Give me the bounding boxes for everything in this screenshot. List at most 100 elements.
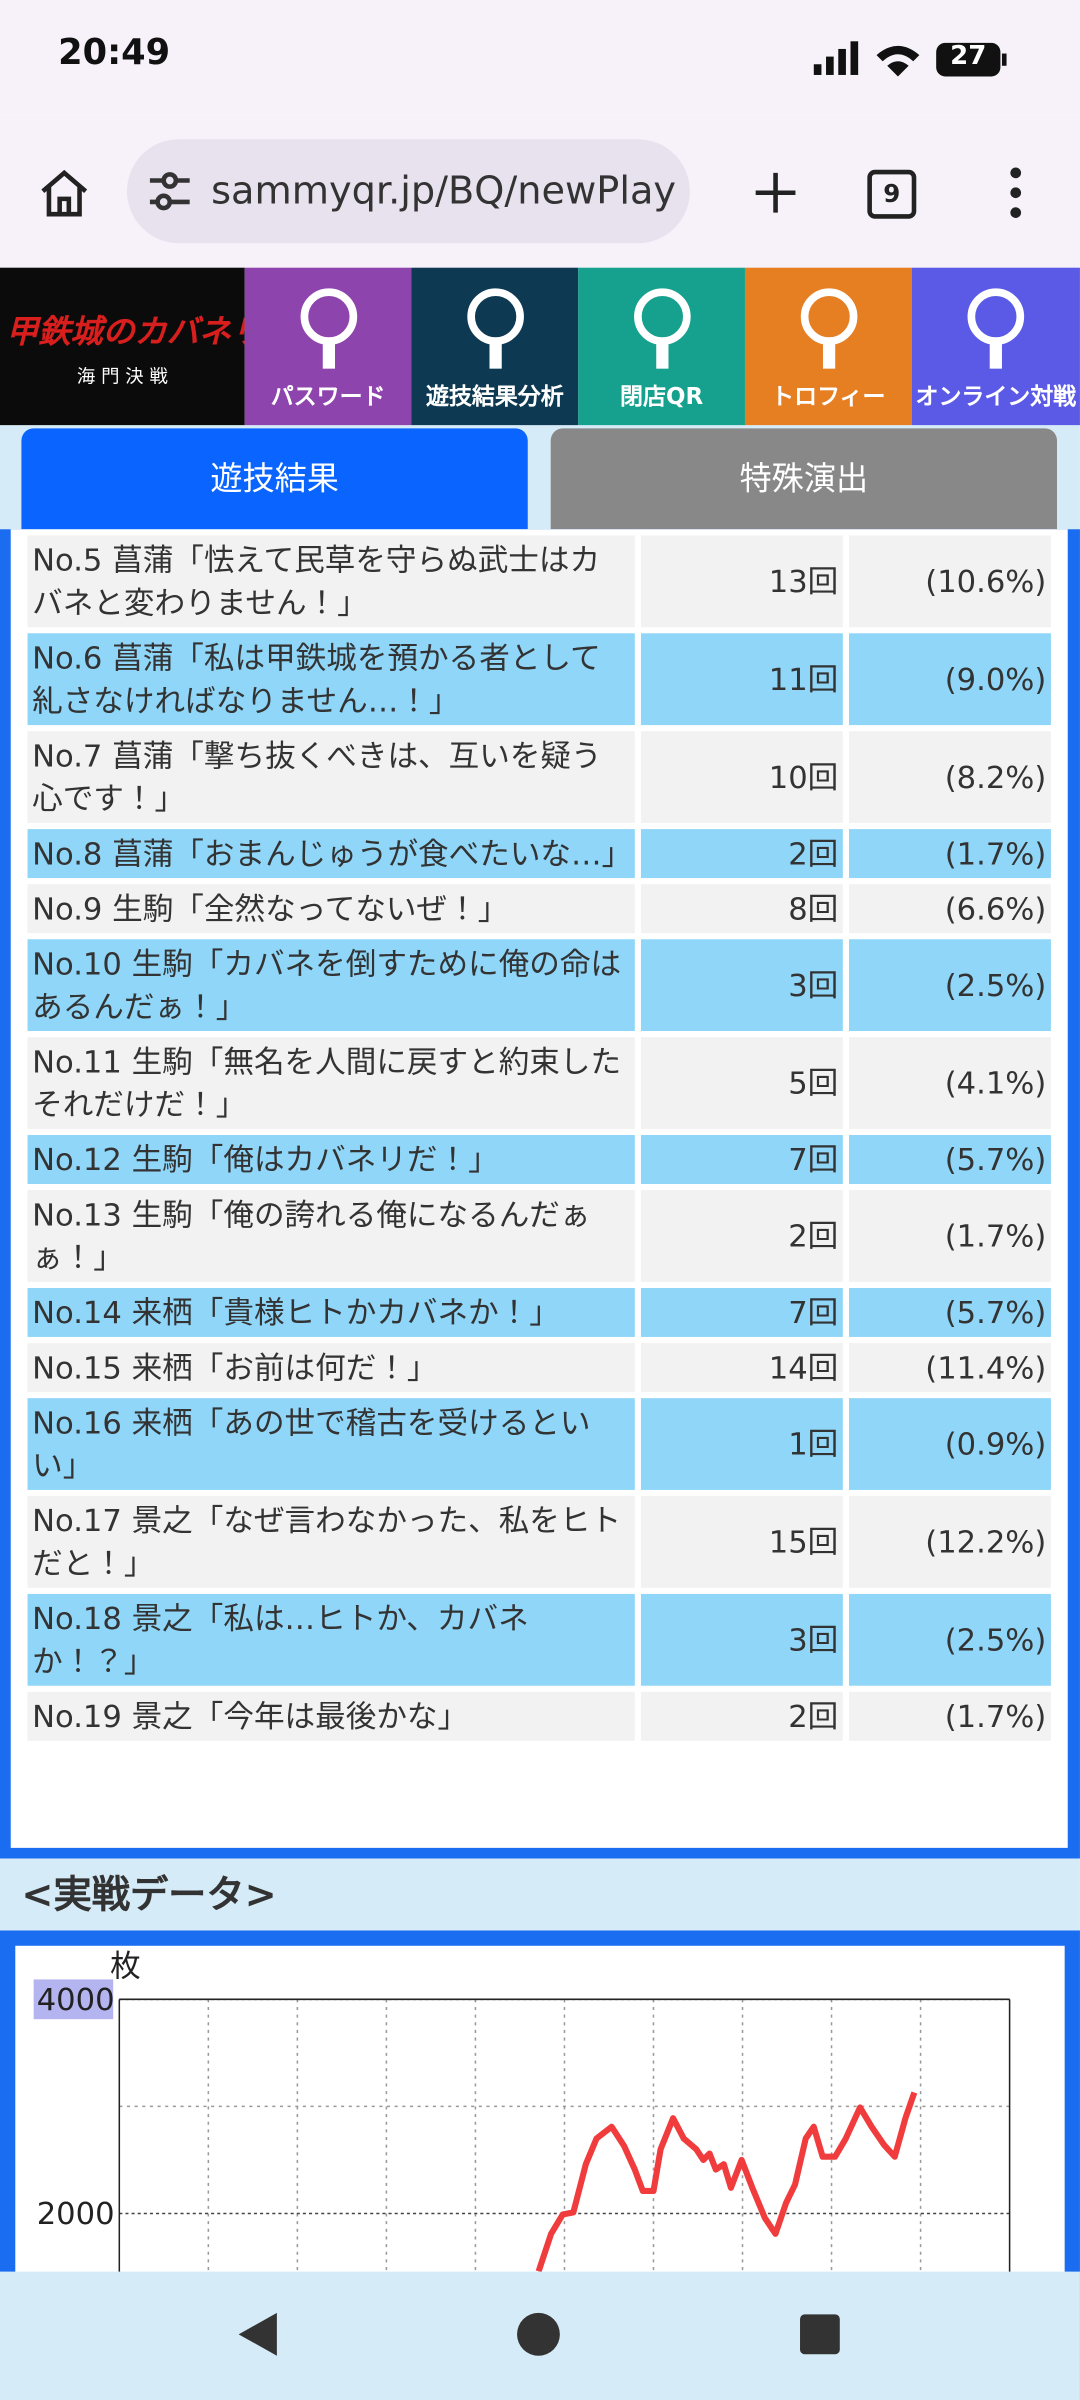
row-label: No.9 生駒「全然なってないぜ！」 bbox=[27, 884, 635, 934]
back-button[interactable] bbox=[238, 2312, 277, 2356]
row-label: No.16 来栖「あの世で稽古を受けるといい」 bbox=[27, 1398, 635, 1490]
row-rate: (9.0%) bbox=[848, 633, 1051, 726]
tab[interactable]: 特殊演出 bbox=[550, 428, 1058, 530]
row-rate: (11.4%) bbox=[848, 1343, 1051, 1393]
row-count: 2回 bbox=[640, 1190, 843, 1282]
site-settings-icon[interactable] bbox=[147, 170, 193, 213]
row-count: 5回 bbox=[640, 1037, 843, 1129]
nav-label: オンライン対戦 bbox=[915, 382, 1077, 410]
icon-shape bbox=[322, 338, 335, 369]
row-rate: (0.9%) bbox=[848, 1398, 1051, 1490]
battery-level: 27 bbox=[950, 41, 987, 72]
nav-tile[interactable]: オンライン対戦 bbox=[911, 267, 1080, 426]
row-label: No.15 来栖「お前は何だ！」 bbox=[27, 1343, 635, 1393]
logo-text: 甲鉄城のカバネリ bbox=[6, 313, 245, 351]
row-label: No.10 生駒「カバネを倒すために俺の命はあるんだぁ！」 bbox=[27, 939, 635, 1032]
icon-shape bbox=[967, 288, 1025, 345]
tab-count[interactable]: 9 bbox=[867, 169, 917, 219]
row-rate: (1.7%) bbox=[848, 1190, 1051, 1282]
row-count: 14回 bbox=[640, 1343, 843, 1393]
icon-shape bbox=[989, 338, 1002, 369]
row-label: No.7 菖蒲「撃ち抜くべきは、互いを疑う心です！」 bbox=[27, 731, 635, 823]
nav-icon bbox=[967, 288, 1025, 369]
row-label: No.11 生駒「無名を人間に戻すと約束した それだけだ！」 bbox=[27, 1037, 652, 1129]
row-label: No.6 菖蒲「私は甲鉄城を預かる者として糺さなければなりません…！」 bbox=[27, 633, 635, 726]
status-bar: 20:49 27 bbox=[0, 0, 1080, 115]
row-label: No.17 景之「なぜ言わなかった、私をヒトだと！」 bbox=[27, 1496, 635, 1588]
home-button[interactable] bbox=[37, 165, 92, 220]
status-icons bbox=[813, 41, 1007, 77]
row-rate: (4.1%) bbox=[848, 1037, 1051, 1129]
nav-tile[interactable]: パスワード bbox=[244, 267, 412, 426]
icon-shape bbox=[800, 288, 857, 345]
system-nav bbox=[0, 2271, 1080, 2400]
nav-icon bbox=[633, 288, 690, 369]
selection-highlight bbox=[33, 1979, 114, 2020]
row-label: No.12 生駒「俺はカバネリだ！」 bbox=[27, 1135, 635, 1184]
tab-active[interactable]: 遊技結果 bbox=[21, 428, 528, 530]
row-label: No.19 景之「今年は最後かな」 bbox=[27, 1691, 635, 1741]
row-label: No.18 景之「私は…ヒトか、カバネか！？」 bbox=[27, 1593, 635, 1686]
y-tick-label: 4000 bbox=[37, 1983, 115, 2018]
icon-shape bbox=[655, 338, 668, 369]
system-nav-icons bbox=[238, 2312, 840, 2356]
row-rate: (5.7%) bbox=[848, 1288, 1051, 1337]
row-rate: (12.2%) bbox=[848, 1496, 1051, 1588]
icon-shape bbox=[633, 288, 690, 345]
site-nav: 甲鉄城のカバネリ 海 門 決 戦 パスワード 遊技結果分析 閉店QR トロフィー オンラ… bbox=[0, 267, 1080, 426]
nav-tile[interactable]: トロフィー bbox=[744, 267, 912, 426]
row-rate: (8.2%) bbox=[848, 731, 1051, 823]
nav-label: パスワード bbox=[270, 382, 386, 410]
section-header: <実戦データ> bbox=[0, 1858, 1080, 1931]
menu-button[interactable] bbox=[1003, 165, 1027, 220]
row-rate: (1.7%) bbox=[848, 829, 1051, 879]
icon-shape bbox=[299, 288, 357, 345]
nav-icon bbox=[466, 288, 524, 369]
nav-label: 遊技結果分析 bbox=[425, 382, 564, 410]
y-tick-label: 2000 bbox=[37, 2197, 115, 2232]
nav-label: トロフィー bbox=[771, 382, 886, 410]
row-rate: (1.7%) bbox=[848, 1691, 1051, 1741]
clock: 20:49 bbox=[58, 33, 171, 74]
row-count: 1回 bbox=[640, 1398, 843, 1490]
line-series bbox=[535, 2091, 918, 2273]
row-count: 7回 bbox=[640, 1135, 843, 1184]
row-count: 2回 bbox=[640, 829, 843, 879]
row-count: 2回 bbox=[640, 1691, 843, 1741]
row-count: 11回 bbox=[640, 633, 843, 726]
row-label: No.13 生駒「俺の誇れる俺になるんだぁぁ！」 bbox=[27, 1190, 635, 1282]
icon-shape bbox=[488, 338, 501, 369]
row-count: 10回 bbox=[640, 731, 843, 823]
home-nav-button[interactable] bbox=[517, 2312, 560, 2356]
row-count: 15回 bbox=[640, 1496, 843, 1588]
nav-icon bbox=[299, 288, 357, 369]
result-table: No.5 菖蒲「怯えて民草を守らぬ武士はカバネと変わりません！」 13回 (10.6… bbox=[27, 535, 1051, 1741]
logo-subtext: 海 門 決 戦 bbox=[76, 365, 168, 388]
row-rate: (2.5%) bbox=[848, 939, 1051, 1032]
row-rate: (5.7%) bbox=[848, 1135, 1051, 1184]
nav-tile[interactable]: 閉店QR bbox=[578, 267, 745, 426]
row-label: No.8 菖蒲「おまんじゅうが食べたいな…」 bbox=[27, 829, 635, 879]
logo[interactable]: 甲鉄城のカバネリ 海 門 決 戦 bbox=[0, 267, 245, 426]
section-title: <実戦データ> bbox=[21, 1872, 277, 1917]
nav-tile[interactable]: 遊技結果分析 bbox=[411, 267, 579, 426]
row-count: 7回 bbox=[640, 1288, 843, 1337]
row-count: 8回 bbox=[640, 884, 843, 934]
icon-shape bbox=[822, 338, 835, 369]
row-rate: (2.5%) bbox=[848, 1593, 1051, 1686]
recents-button[interactable] bbox=[800, 2314, 840, 2355]
row-rate: (10.6%) bbox=[848, 535, 1051, 628]
row-label: No.14 来栖「貴様ヒトかカバネか！」 bbox=[27, 1288, 635, 1337]
row-count: 13回 bbox=[640, 535, 843, 628]
address-bar[interactable]: sammyqr.jp/BQ/newPlay bbox=[126, 139, 690, 244]
row-count: 3回 bbox=[640, 939, 843, 1032]
icon-shape bbox=[466, 288, 524, 345]
row-count: 3回 bbox=[640, 1593, 843, 1686]
new-tab-button[interactable] bbox=[751, 168, 800, 217]
row-rate: (6.6%) bbox=[848, 884, 1051, 934]
y-axis-label: 枚 bbox=[110, 1949, 141, 1984]
nav-label: 閉店QR bbox=[620, 382, 704, 410]
row-label: No.5 菖蒲「怯えて民草を守らぬ武士はカバネと変わりません！」 bbox=[27, 535, 635, 628]
